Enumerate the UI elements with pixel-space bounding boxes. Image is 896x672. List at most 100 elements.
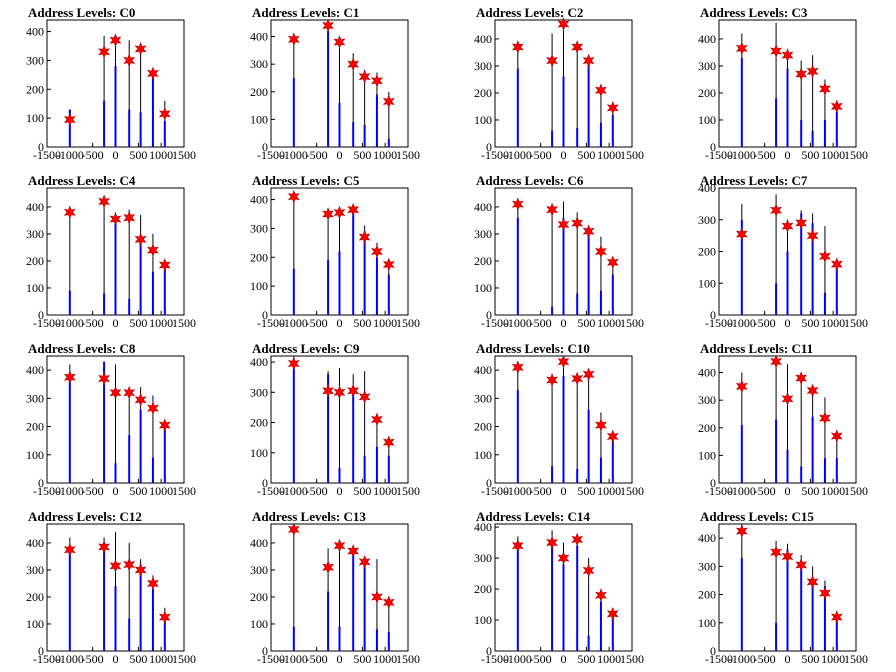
- peak-marker: [781, 219, 794, 233]
- peak-marker: [98, 44, 110, 59]
- y-tick-label: 0: [38, 476, 44, 490]
- y-tick-label: 100: [26, 617, 44, 631]
- chart-title: Address Levels: C8: [28, 341, 136, 356]
- peak-marker: [158, 106, 171, 121]
- x-tick-label: -1000: [728, 148, 756, 162]
- y-tick-label: 0: [486, 308, 492, 322]
- histogram-bar: [163, 613, 166, 651]
- histogram-bar: [387, 455, 390, 483]
- peak-marker: [287, 356, 300, 371]
- y-tick-label: 200: [474, 582, 492, 596]
- histogram-bar: [327, 591, 330, 651]
- y-tick-label: 100: [26, 281, 44, 295]
- histogram-bar: [775, 419, 778, 483]
- x-tick-label: 500: [801, 316, 819, 330]
- y-tick-label: 300: [698, 213, 716, 227]
- x-tick-label: -500: [82, 316, 104, 330]
- chart-panel-15: Address Levels: C15 0 100 200 300 400 -1500-10…: [698, 509, 868, 666]
- x-tick-label: 1500: [396, 148, 420, 162]
- x-tick-label: -500: [754, 484, 776, 498]
- peak-marker: [382, 257, 395, 272]
- y-tick-label: 100: [698, 276, 716, 290]
- y-tick-label: 300: [26, 563, 44, 577]
- y-tick-label: 200: [250, 85, 268, 99]
- y-tick-label: 400: [26, 25, 44, 39]
- y-tick-label: 400: [250, 536, 268, 550]
- chart-title: Address Levels: C3: [700, 5, 808, 20]
- x-tick-label: -1000: [504, 148, 532, 162]
- peak-marker: [147, 576, 159, 591]
- histogram-bar: [576, 468, 579, 483]
- peak-marker: [287, 32, 300, 47]
- histogram-bar: [103, 551, 106, 651]
- peak-marker: [735, 41, 748, 56]
- chart-panel-14: Address Levels: C14 0 100 200 300 400 -1500-10…: [474, 509, 644, 666]
- x-tick-label: 1000: [597, 316, 621, 330]
- peak-marker: [98, 540, 110, 554]
- y-tick-label: 400: [474, 32, 492, 46]
- y-tick-label: 400: [698, 181, 716, 195]
- peak-marker: [735, 524, 748, 538]
- histogram-bar: [139, 112, 142, 147]
- x-tick-label: -500: [530, 652, 552, 666]
- chart-panel-8: Address Levels: C8 0 100 200 300 400 -1500-100…: [26, 341, 196, 498]
- chart-panel-5: Address Levels: C5 0 100 200 300 400 -1500-100…: [250, 173, 420, 330]
- peak-marker: [830, 99, 843, 114]
- histogram-bar: [740, 57, 743, 147]
- histogram-bar: [835, 458, 838, 483]
- chart-panel-10: Address Levels: C10 0 100 200 300 400 -1500-10…: [474, 341, 644, 498]
- y-tick-label: 100: [26, 111, 44, 125]
- x-tick-label: 500: [577, 484, 595, 498]
- x-tick-label: 0: [785, 484, 791, 498]
- y-tick-label: 0: [38, 308, 44, 322]
- x-tick-label: -500: [530, 316, 552, 330]
- histogram-bar: [800, 466, 803, 483]
- histogram-bar: [823, 119, 826, 147]
- chart-title: Address Levels: C13: [252, 509, 366, 524]
- y-tick-label: 0: [486, 644, 492, 658]
- histogram-bar: [163, 429, 166, 483]
- x-tick-label: -1500: [33, 652, 61, 666]
- y-tick-label: 300: [26, 53, 44, 67]
- x-tick-label: -500: [754, 148, 776, 162]
- histogram-bar: [551, 306, 554, 315]
- histogram-bar: [516, 548, 519, 651]
- peak-marker: [795, 216, 808, 230]
- peak-marker: [819, 586, 831, 600]
- chart-title: Address Levels: C7: [700, 173, 808, 188]
- histogram-bar: [387, 632, 390, 651]
- y-tick-label: 400: [250, 30, 268, 44]
- peak-marker: [134, 563, 147, 577]
- y-tick-label: 200: [26, 82, 44, 96]
- x-tick-label: 1000: [149, 148, 173, 162]
- peak-marker: [123, 53, 136, 68]
- chart-title: Address Levels: C11: [700, 341, 813, 356]
- peak-marker: [134, 392, 147, 407]
- x-tick-label: 1000: [821, 316, 845, 330]
- y-tick-label: 0: [262, 308, 268, 322]
- histogram-bar: [599, 122, 602, 147]
- x-tick-label: -500: [306, 484, 328, 498]
- histogram-bar: [68, 375, 71, 483]
- x-tick-label: 0: [113, 316, 119, 330]
- x-tick-label: 1000: [149, 316, 173, 330]
- y-tick-label: 0: [262, 140, 268, 154]
- x-tick-label: 1500: [396, 484, 420, 498]
- x-tick-label: 1500: [620, 652, 644, 666]
- peak-marker: [595, 244, 607, 259]
- peak-marker: [582, 367, 595, 382]
- histogram-bar: [363, 231, 366, 315]
- x-tick-label: 1500: [844, 148, 868, 162]
- peak-marker: [819, 82, 831, 96]
- histogram-bar: [363, 455, 366, 483]
- x-tick-label: -1500: [705, 484, 733, 498]
- y-tick-label: 100: [250, 446, 268, 460]
- y-tick-label: 100: [698, 448, 716, 462]
- histogram-bar: [338, 467, 341, 483]
- histogram-bar: [114, 66, 117, 147]
- histogram-bar: [587, 228, 590, 315]
- peak-marker: [571, 371, 584, 386]
- y-tick-label: 300: [474, 551, 492, 565]
- y-tick-label: 300: [474, 227, 492, 241]
